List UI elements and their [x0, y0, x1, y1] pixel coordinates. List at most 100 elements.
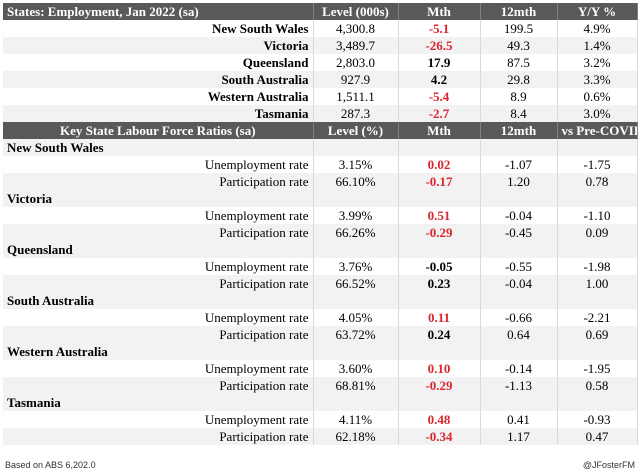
ratio-vs-pre-covid: -1.10 — [557, 207, 638, 224]
empty-cell — [313, 292, 399, 309]
level-value: 927.9 — [313, 71, 399, 88]
ratio-label: Participation rate — [3, 326, 314, 343]
ratios-header-row: Key State Labour Force Ratios (sa) Level… — [3, 122, 638, 139]
empty-cell — [557, 292, 638, 309]
yy-value: 3.0% — [557, 105, 638, 122]
ratio-mth: 0.23 — [398, 275, 481, 292]
ratio-level: 3.99% — [313, 207, 399, 224]
ratio-vs-pre-covid: -1.95 — [557, 360, 638, 377]
twelve-month-value: 199.5 — [480, 20, 558, 37]
twelve-month-value: 87.5 — [480, 54, 558, 71]
state-name: Western Australia — [3, 88, 314, 105]
twelve-month-value: 49.3 — [480, 37, 558, 54]
state-heading-row: Victoria — [3, 190, 638, 207]
ratio-level: 62.18% — [313, 428, 399, 445]
state-heading-row: Western Australia — [3, 343, 638, 360]
ratio-vs-pre-covid: 0.09 — [557, 224, 638, 241]
state-name: Victoria — [3, 37, 314, 54]
ratio-level: 66.26% — [313, 224, 399, 241]
ratio-vs-pre-covid: 0.47 — [557, 428, 638, 445]
ratio-level: 66.10% — [313, 173, 399, 190]
employment-title: States: Employment, Jan 2022 (sa) — [3, 3, 314, 20]
ratio-mth: -0.29 — [398, 224, 481, 241]
col-12mth: 12mth — [480, 122, 558, 139]
employment-header-row: States: Employment, Jan 2022 (sa) Level … — [3, 3, 638, 20]
empty-cell — [398, 394, 481, 411]
ratio-level: 63.72% — [313, 326, 399, 343]
ratio-twelve-month: -0.66 — [480, 309, 558, 326]
mth-value: 4.2 — [398, 71, 481, 88]
col-level-pct: Level (%) — [313, 122, 399, 139]
state-heading: South Australia — [3, 292, 314, 309]
empty-cell — [398, 241, 481, 258]
ratio-level: 68.81% — [313, 377, 399, 394]
employment-row: Queensland 2,803.0 17.9 87.5 3.2% — [3, 54, 638, 71]
ratio-vs-pre-covid: 1.00 — [557, 275, 638, 292]
employment-row: Western Australia 1,511.1 -5.4 8.9 0.6% — [3, 88, 638, 105]
empty-cell — [557, 343, 638, 360]
ratio-vs-pre-covid: 0.69 — [557, 326, 638, 343]
ratio-twelve-month: -0.04 — [480, 207, 558, 224]
ratio-mth: 0.51 — [398, 207, 481, 224]
mth-value: 17.9 — [398, 54, 481, 71]
col-12mth: 12mth — [480, 3, 558, 20]
col-level: Level (000s) — [313, 3, 399, 20]
ratio-row: Participation rate 63.72% 0.24 0.64 0.69 — [3, 326, 638, 343]
state-heading: Tasmania — [3, 394, 314, 411]
state-name: Queensland — [3, 54, 314, 71]
ratios-table: Key State Labour Force Ratios (sa) Level… — [3, 122, 638, 445]
ratios-title: Key State Labour Force Ratios (sa) — [3, 122, 314, 139]
ratio-row: Participation rate 68.81% -0.29 -1.13 0.58 — [3, 377, 638, 394]
empty-cell — [557, 139, 638, 156]
level-value: 1,511.1 — [313, 88, 399, 105]
state-name: South Australia — [3, 71, 314, 88]
ratio-vs-pre-covid: -1.75 — [557, 156, 638, 173]
ratio-mth: 0.02 — [398, 156, 481, 173]
ratio-mth: -0.05 — [398, 258, 481, 275]
ratio-mth: 0.48 — [398, 411, 481, 428]
ratio-row: Participation rate 66.26% -0.29 -0.45 0.09 — [3, 224, 638, 241]
ratio-level: 3.60% — [313, 360, 399, 377]
ratio-mth: -0.29 — [398, 377, 481, 394]
employment-table: States: Employment, Jan 2022 (sa) Level … — [3, 3, 638, 122]
state-heading-row: Queensland — [3, 241, 638, 258]
empty-cell — [480, 139, 558, 156]
state-heading-row: New South Wales — [3, 139, 638, 156]
empty-cell — [398, 343, 481, 360]
ratio-row: Unemployment rate 3.99% 0.51 -0.04 -1.10 — [3, 207, 638, 224]
ratio-label: Participation rate — [3, 275, 314, 292]
ratio-mth: 0.24 — [398, 326, 481, 343]
author-handle: @JFosterFM — [582, 460, 635, 470]
ratio-level: 66.52% — [313, 275, 399, 292]
ratio-level: 3.76% — [313, 258, 399, 275]
ratio-twelve-month: -1.07 — [480, 156, 558, 173]
level-value: 2,803.0 — [313, 54, 399, 71]
ratio-mth: -0.17 — [398, 173, 481, 190]
col-vs-pre-covid: vs Pre-COVID — [557, 122, 638, 139]
ratio-label: Participation rate — [3, 224, 314, 241]
ratio-twelve-month: 0.64 — [480, 326, 558, 343]
ratio-vs-pre-covid: -1.98 — [557, 258, 638, 275]
level-value: 287.3 — [313, 105, 399, 122]
ratio-vs-pre-covid: 0.78 — [557, 173, 638, 190]
empty-cell — [313, 343, 399, 360]
ratio-label: Participation rate — [3, 377, 314, 394]
ratio-label: Unemployment rate — [3, 207, 314, 224]
ratio-level: 4.11% — [313, 411, 399, 428]
ratio-vs-pre-covid: 0.58 — [557, 377, 638, 394]
ratio-twelve-month: 1.17 — [480, 428, 558, 445]
ratio-label: Unemployment rate — [3, 411, 314, 428]
mth-value: -26.5 — [398, 37, 481, 54]
level-value: 4,300.8 — [313, 20, 399, 37]
state-heading: New South Wales — [3, 139, 314, 156]
mth-value: -2.7 — [398, 105, 481, 122]
empty-cell — [480, 190, 558, 207]
empty-cell — [313, 139, 399, 156]
empty-cell — [398, 139, 481, 156]
col-mth: Mth — [398, 122, 481, 139]
ratio-vs-pre-covid: -0.93 — [557, 411, 638, 428]
state-heading: Queensland — [3, 241, 314, 258]
yy-value: 4.9% — [557, 20, 638, 37]
employment-row: South Australia 927.9 4.2 29.8 3.3% — [3, 71, 638, 88]
state-name: Tasmania — [3, 105, 314, 122]
